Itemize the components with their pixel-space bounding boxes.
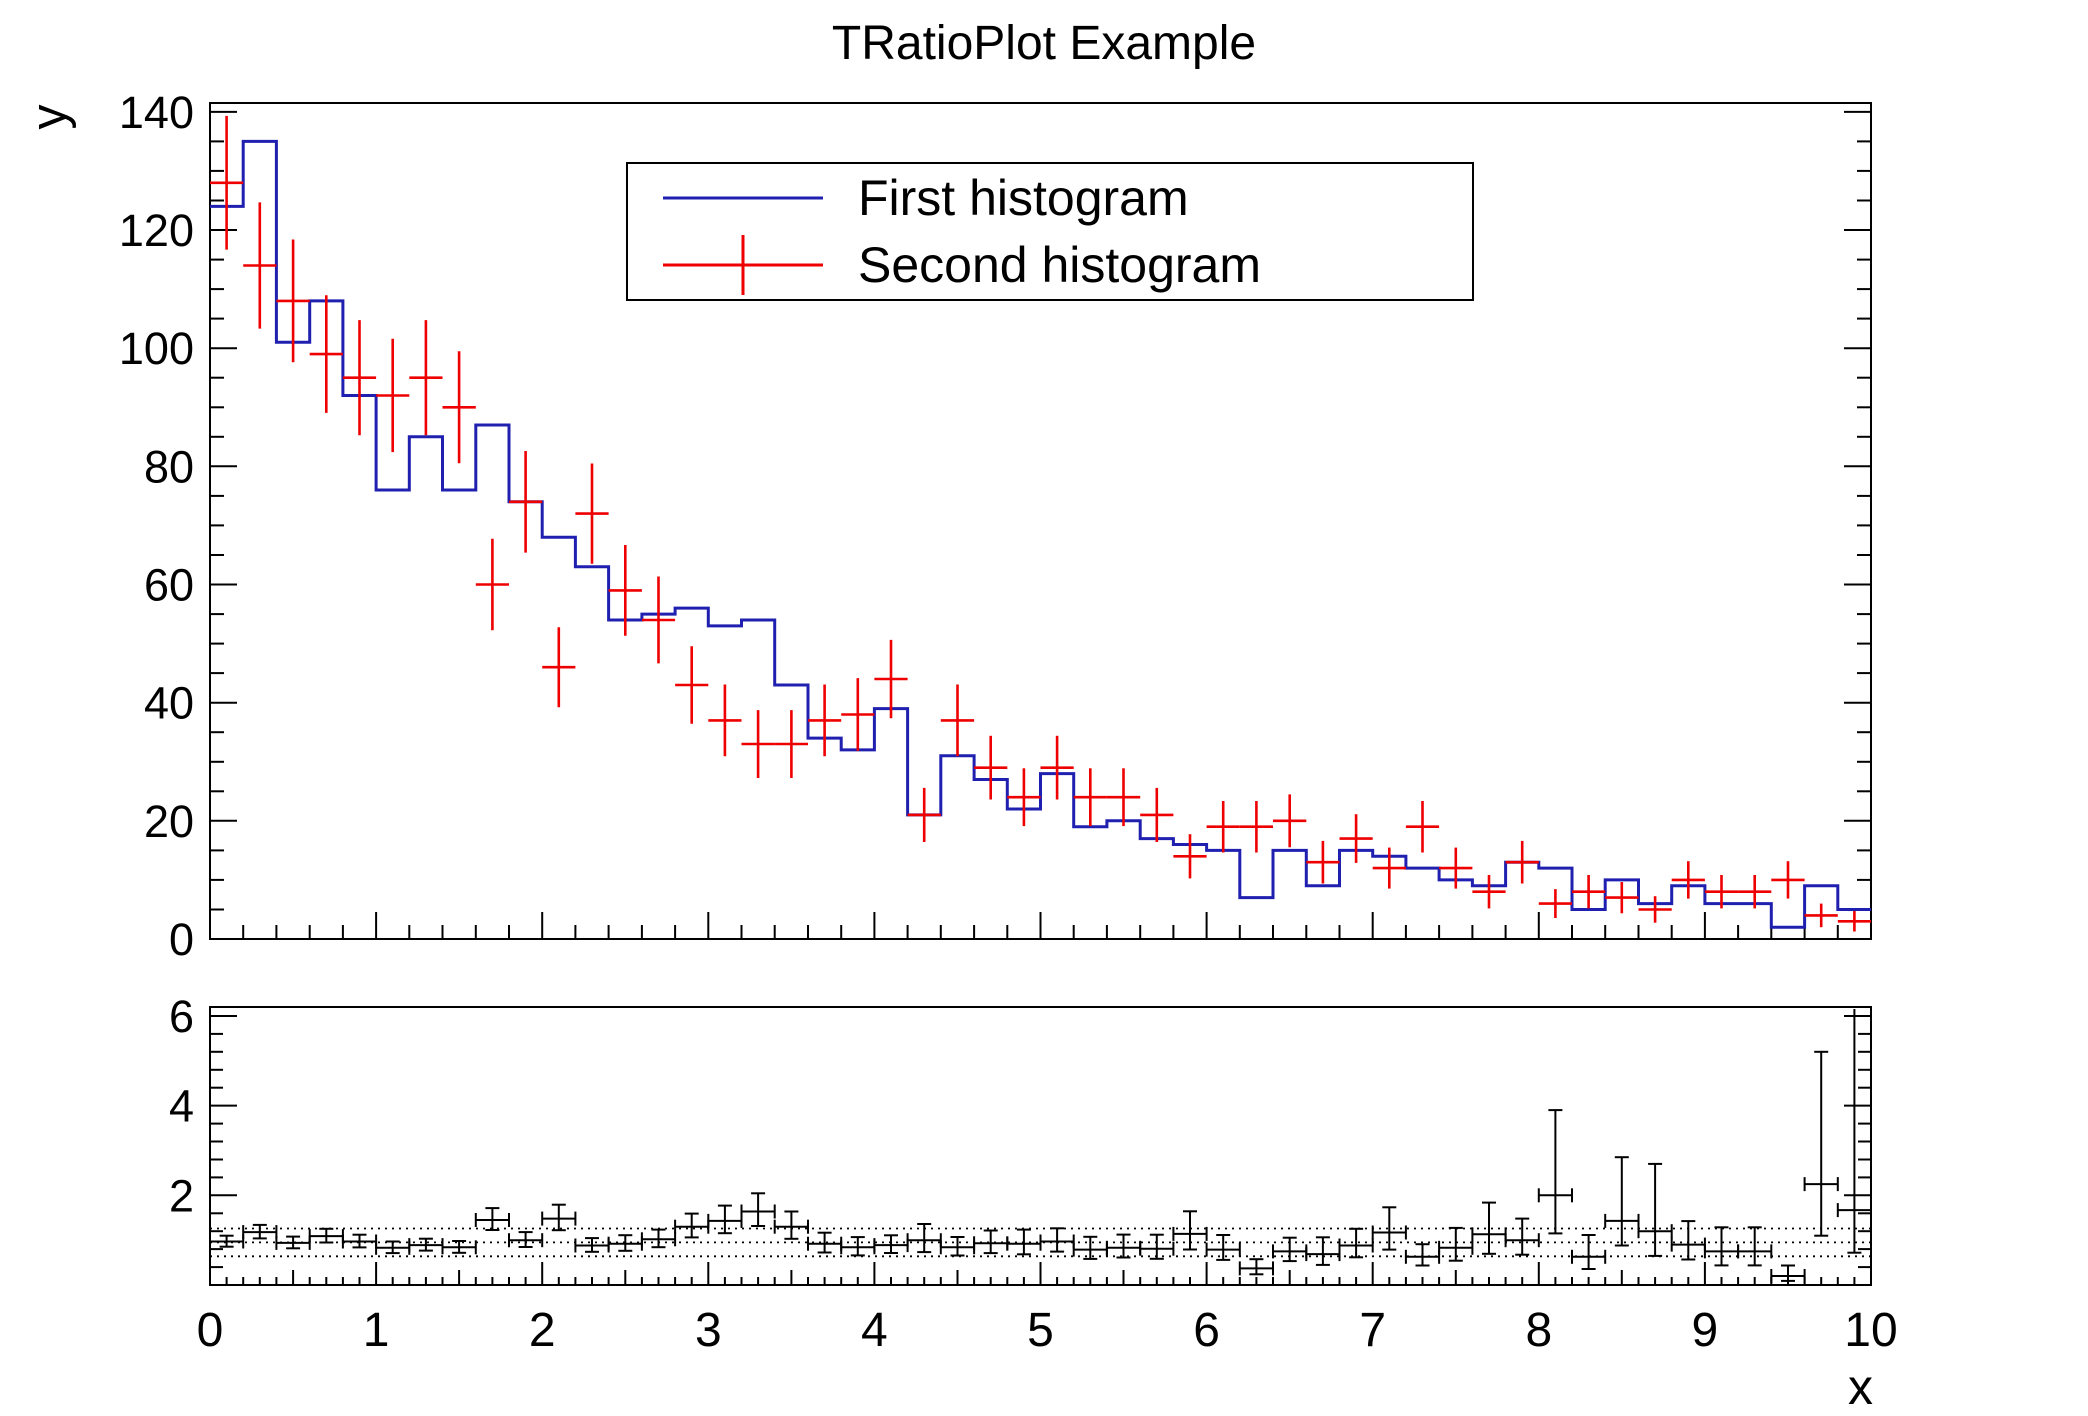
y-axis-title: y xyxy=(20,104,77,130)
legend-label-second: Second histogram xyxy=(858,237,1262,294)
svg-text:100: 100 xyxy=(119,323,194,374)
page-title: TRatioPlot Example xyxy=(831,17,1257,70)
svg-text:4: 4 xyxy=(169,1081,194,1132)
svg-text:60: 60 xyxy=(144,560,194,611)
svg-text:6: 6 xyxy=(169,991,194,1042)
svg-text:20: 20 xyxy=(144,796,194,847)
legend-entry-second: Second histogram xyxy=(628,232,1472,300)
legend-box: First histogram Second histogram xyxy=(626,162,1474,301)
lower-y-axis-ticks: 2 4 6 xyxy=(169,991,1870,1269)
svg-text:40: 40 xyxy=(144,678,194,729)
svg-text:0: 0 xyxy=(197,1304,224,1357)
first-histogram-line-swatch-icon xyxy=(628,168,858,228)
svg-text:0: 0 xyxy=(169,914,194,965)
svg-text:7: 7 xyxy=(1359,1304,1386,1357)
svg-text:80: 80 xyxy=(144,441,194,492)
svg-text:3: 3 xyxy=(695,1304,722,1357)
lower-x-axis-ticks: 0 1 2 3 4 5 6 7 8 9 10 xyxy=(197,1262,1898,1357)
second-histogram-cross-swatch-icon xyxy=(628,233,858,297)
legend-entry-first: First histogram xyxy=(628,164,1472,232)
svg-text:1: 1 xyxy=(363,1304,390,1357)
svg-text:120: 120 xyxy=(119,205,194,256)
upper-y-axis-ticks: 0 20 40 60 80 100 120 140 xyxy=(119,87,1870,965)
upper-x-axis-ticks xyxy=(209,912,1872,938)
svg-text:9: 9 xyxy=(1692,1304,1719,1357)
ratio-points xyxy=(209,1009,1872,1283)
second-histogram-points xyxy=(210,115,1871,932)
svg-text:5: 5 xyxy=(1027,1304,1054,1357)
svg-text:140: 140 xyxy=(119,87,194,138)
svg-text:2: 2 xyxy=(169,1170,194,1221)
svg-text:4: 4 xyxy=(861,1304,888,1357)
lower-panel-frame xyxy=(209,1006,1872,1286)
first-histogram-step-line xyxy=(210,139,1871,929)
x-axis-title: x xyxy=(1848,1359,1873,1415)
svg-text:10: 10 xyxy=(1844,1304,1897,1357)
svg-text:6: 6 xyxy=(1193,1304,1220,1357)
legend-label-first: First histogram xyxy=(858,169,1189,226)
svg-text:2: 2 xyxy=(529,1304,556,1357)
svg-text:8: 8 xyxy=(1525,1304,1552,1357)
upper-panel-frame xyxy=(209,102,1872,940)
